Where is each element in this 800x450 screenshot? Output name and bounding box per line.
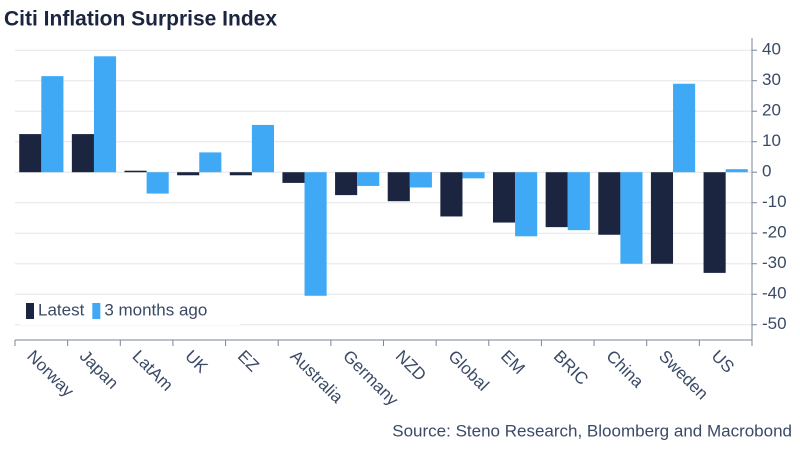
x-tick-label: US	[708, 347, 738, 377]
y-tick-label: 0	[762, 162, 771, 181]
bar	[567, 172, 590, 231]
x-tick-label: Germany	[339, 347, 402, 410]
x-tick-label: BRIC	[550, 347, 592, 389]
y-tick-label: -10	[762, 192, 787, 211]
legend-label: 3 months ago	[104, 300, 207, 319]
y-tick-label: -40	[762, 284, 787, 303]
y-tick-label: -50	[762, 314, 787, 333]
chart-title: Citi Inflation Surprise Index	[4, 8, 277, 31]
x-tick-label: Japan	[76, 347, 122, 393]
bar	[199, 152, 222, 173]
bar	[41, 76, 64, 173]
bar	[440, 172, 463, 217]
bar	[124, 170, 147, 173]
x-tick-label: China	[602, 347, 647, 392]
bar	[282, 172, 305, 183]
bar	[177, 172, 200, 176]
bar	[545, 172, 568, 228]
bar	[304, 172, 327, 296]
bar	[71, 134, 94, 173]
x-tick-label: UK	[181, 347, 212, 378]
bar	[673, 83, 696, 173]
bar	[387, 172, 410, 202]
bar	[462, 172, 485, 179]
x-tick-label: NZD	[392, 347, 430, 385]
y-tick-label: 30	[762, 70, 781, 89]
bar	[19, 134, 42, 173]
bar	[409, 172, 432, 188]
bar	[93, 56, 117, 173]
bar	[598, 172, 621, 235]
y-tick-label: 40	[762, 40, 781, 59]
bar	[357, 172, 380, 186]
legend-swatch	[92, 303, 101, 319]
x-tick-label: LatAm	[129, 347, 177, 395]
x-tick-label: Australia	[287, 347, 348, 408]
bar	[146, 172, 169, 194]
bar	[703, 172, 726, 273]
bar	[650, 172, 674, 264]
bar	[620, 172, 643, 264]
legend-swatch	[26, 303, 34, 319]
bar	[725, 169, 748, 173]
bar	[515, 172, 538, 237]
legend-background	[20, 297, 240, 325]
bar	[335, 172, 358, 196]
x-tick-label: Norway	[23, 347, 78, 402]
bar	[251, 124, 275, 173]
legend-label: Latest	[38, 300, 85, 319]
bar	[229, 172, 252, 176]
y-tick-label: 10	[762, 131, 781, 150]
y-tick-label: 20	[762, 101, 781, 120]
x-tick-label: Sweden	[655, 347, 712, 404]
y-tick-label: -30	[762, 253, 787, 272]
bar	[492, 172, 516, 223]
x-tick-label: EM	[497, 347, 528, 378]
x-tick-label: EZ	[234, 347, 263, 376]
source-note: Source: Steno Research, Bloomberg and Ma…	[392, 421, 792, 440]
y-tick-label: -20	[762, 223, 787, 242]
x-tick-label: Global	[444, 347, 492, 395]
